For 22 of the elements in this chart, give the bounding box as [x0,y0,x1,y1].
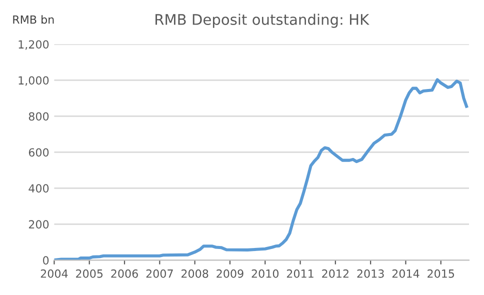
chart-title: RMB Deposit outstanding: HK [156,14,370,28]
x-tick-label: 2013 [357,269,384,278]
x-tick-label: 2004 [40,269,68,278]
x-tick-label: 2012 [322,269,348,278]
y-tick-label: 1,200 [18,40,49,50]
y-tick-label: 600 [28,148,49,157]
y-axis-title: RMB bn [13,15,54,24]
y-tick-label: 200 [28,220,49,229]
y-tick-label: 800 [28,112,49,121]
x-tick-label: 2007 [146,269,173,278]
line-series [54,78,468,260]
y-tick-label: 1,000 [18,76,49,86]
x-tick-label: 2010 [252,269,279,278]
x-tick-label: 2008 [181,269,208,278]
x-tick-label: 2015 [428,269,454,278]
x-tick-label: 2009 [216,269,244,278]
x-tick-label: 2014 [392,269,420,278]
x-tick-label: 2011 [286,269,314,278]
y-tick-label: 0 [43,256,49,265]
x-tick-label: 2006 [111,269,138,278]
y-tick-label: 400 [28,184,49,193]
x-tick-label: 2005 [76,269,103,278]
